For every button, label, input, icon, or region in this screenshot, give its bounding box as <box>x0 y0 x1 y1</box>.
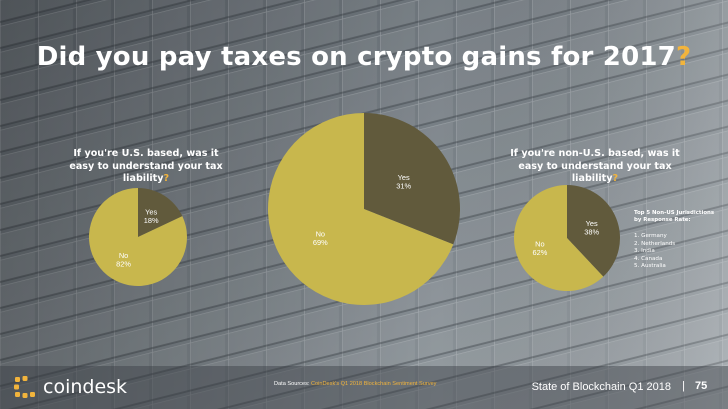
report-title: State of Blockchain Q1 2018 <box>531 381 671 393</box>
slice-label: Yes <box>398 173 410 182</box>
slice-value-label: 82% <box>116 259 131 268</box>
slice-value-label: 31% <box>396 182 411 191</box>
data-source: Data Sources: CoinDesk's Q1 2018 Blockch… <box>274 381 437 387</box>
jurisdiction-item: 1. Germany <box>634 233 667 239</box>
coindesk-mark-icon <box>14 376 35 398</box>
slice-label: Yes <box>145 207 157 216</box>
pie-slice-no <box>514 185 604 292</box>
jurisdictions-list: 1. Germany 2. Netherlands 3. India 4. Ca… <box>634 233 675 271</box>
footer-separator: | <box>682 380 685 392</box>
jurisdiction-item: 3. India <box>634 248 655 255</box>
slice-label: No <box>316 230 325 239</box>
jurisdictions-title: Top 5 Non-US Jurisdictions by Response R… <box>634 210 714 224</box>
data-source-value: CoinDesk's Q1 2018 Blockchain Sentiment … <box>311 381 437 387</box>
pie-slice-yes <box>567 184 620 277</box>
slice-label: Yes <box>586 219 598 228</box>
pie-slice-yes <box>364 113 461 245</box>
slice-value-label: 62% <box>532 248 547 257</box>
non-us-question: If you're non-U.S. based, was it easy to… <box>510 148 680 184</box>
jurisdictions-title-line2: by Response Rate: <box>634 217 691 223</box>
jurisdiction-item: 4. Canada <box>634 255 663 262</box>
slice-label: No <box>535 240 544 249</box>
jurisdiction-item: 2. Netherlands <box>634 240 676 247</box>
jurisdictions-title-line1: Top 5 Non-US Jurisdictions <box>634 210 715 216</box>
slice-value-label: 69% <box>313 238 328 247</box>
pie-slice-no <box>89 188 187 286</box>
jurisdiction-item: 5. Australia <box>634 263 666 270</box>
slice-label: No <box>119 251 128 260</box>
coindesk-wordmark: coindesk <box>43 376 128 398</box>
us-question-mark: ? <box>163 173 170 184</box>
us-question: If you're U.S. based, was it easy to und… <box>69 148 223 184</box>
page-title: Did you pay taxes on crypto gains for 20… <box>36 42 692 72</box>
pie-slice-no <box>268 113 454 306</box>
coindesk-logo: coindesk <box>13 375 127 399</box>
pie-slice-yes <box>138 188 183 237</box>
title-question-mark: ? <box>675 42 692 72</box>
page-number: 75 <box>695 380 708 392</box>
non-us-question-mark: ? <box>612 173 619 184</box>
slice-value-label: 38% <box>584 228 599 237</box>
slice-value-label: 18% <box>144 216 159 225</box>
